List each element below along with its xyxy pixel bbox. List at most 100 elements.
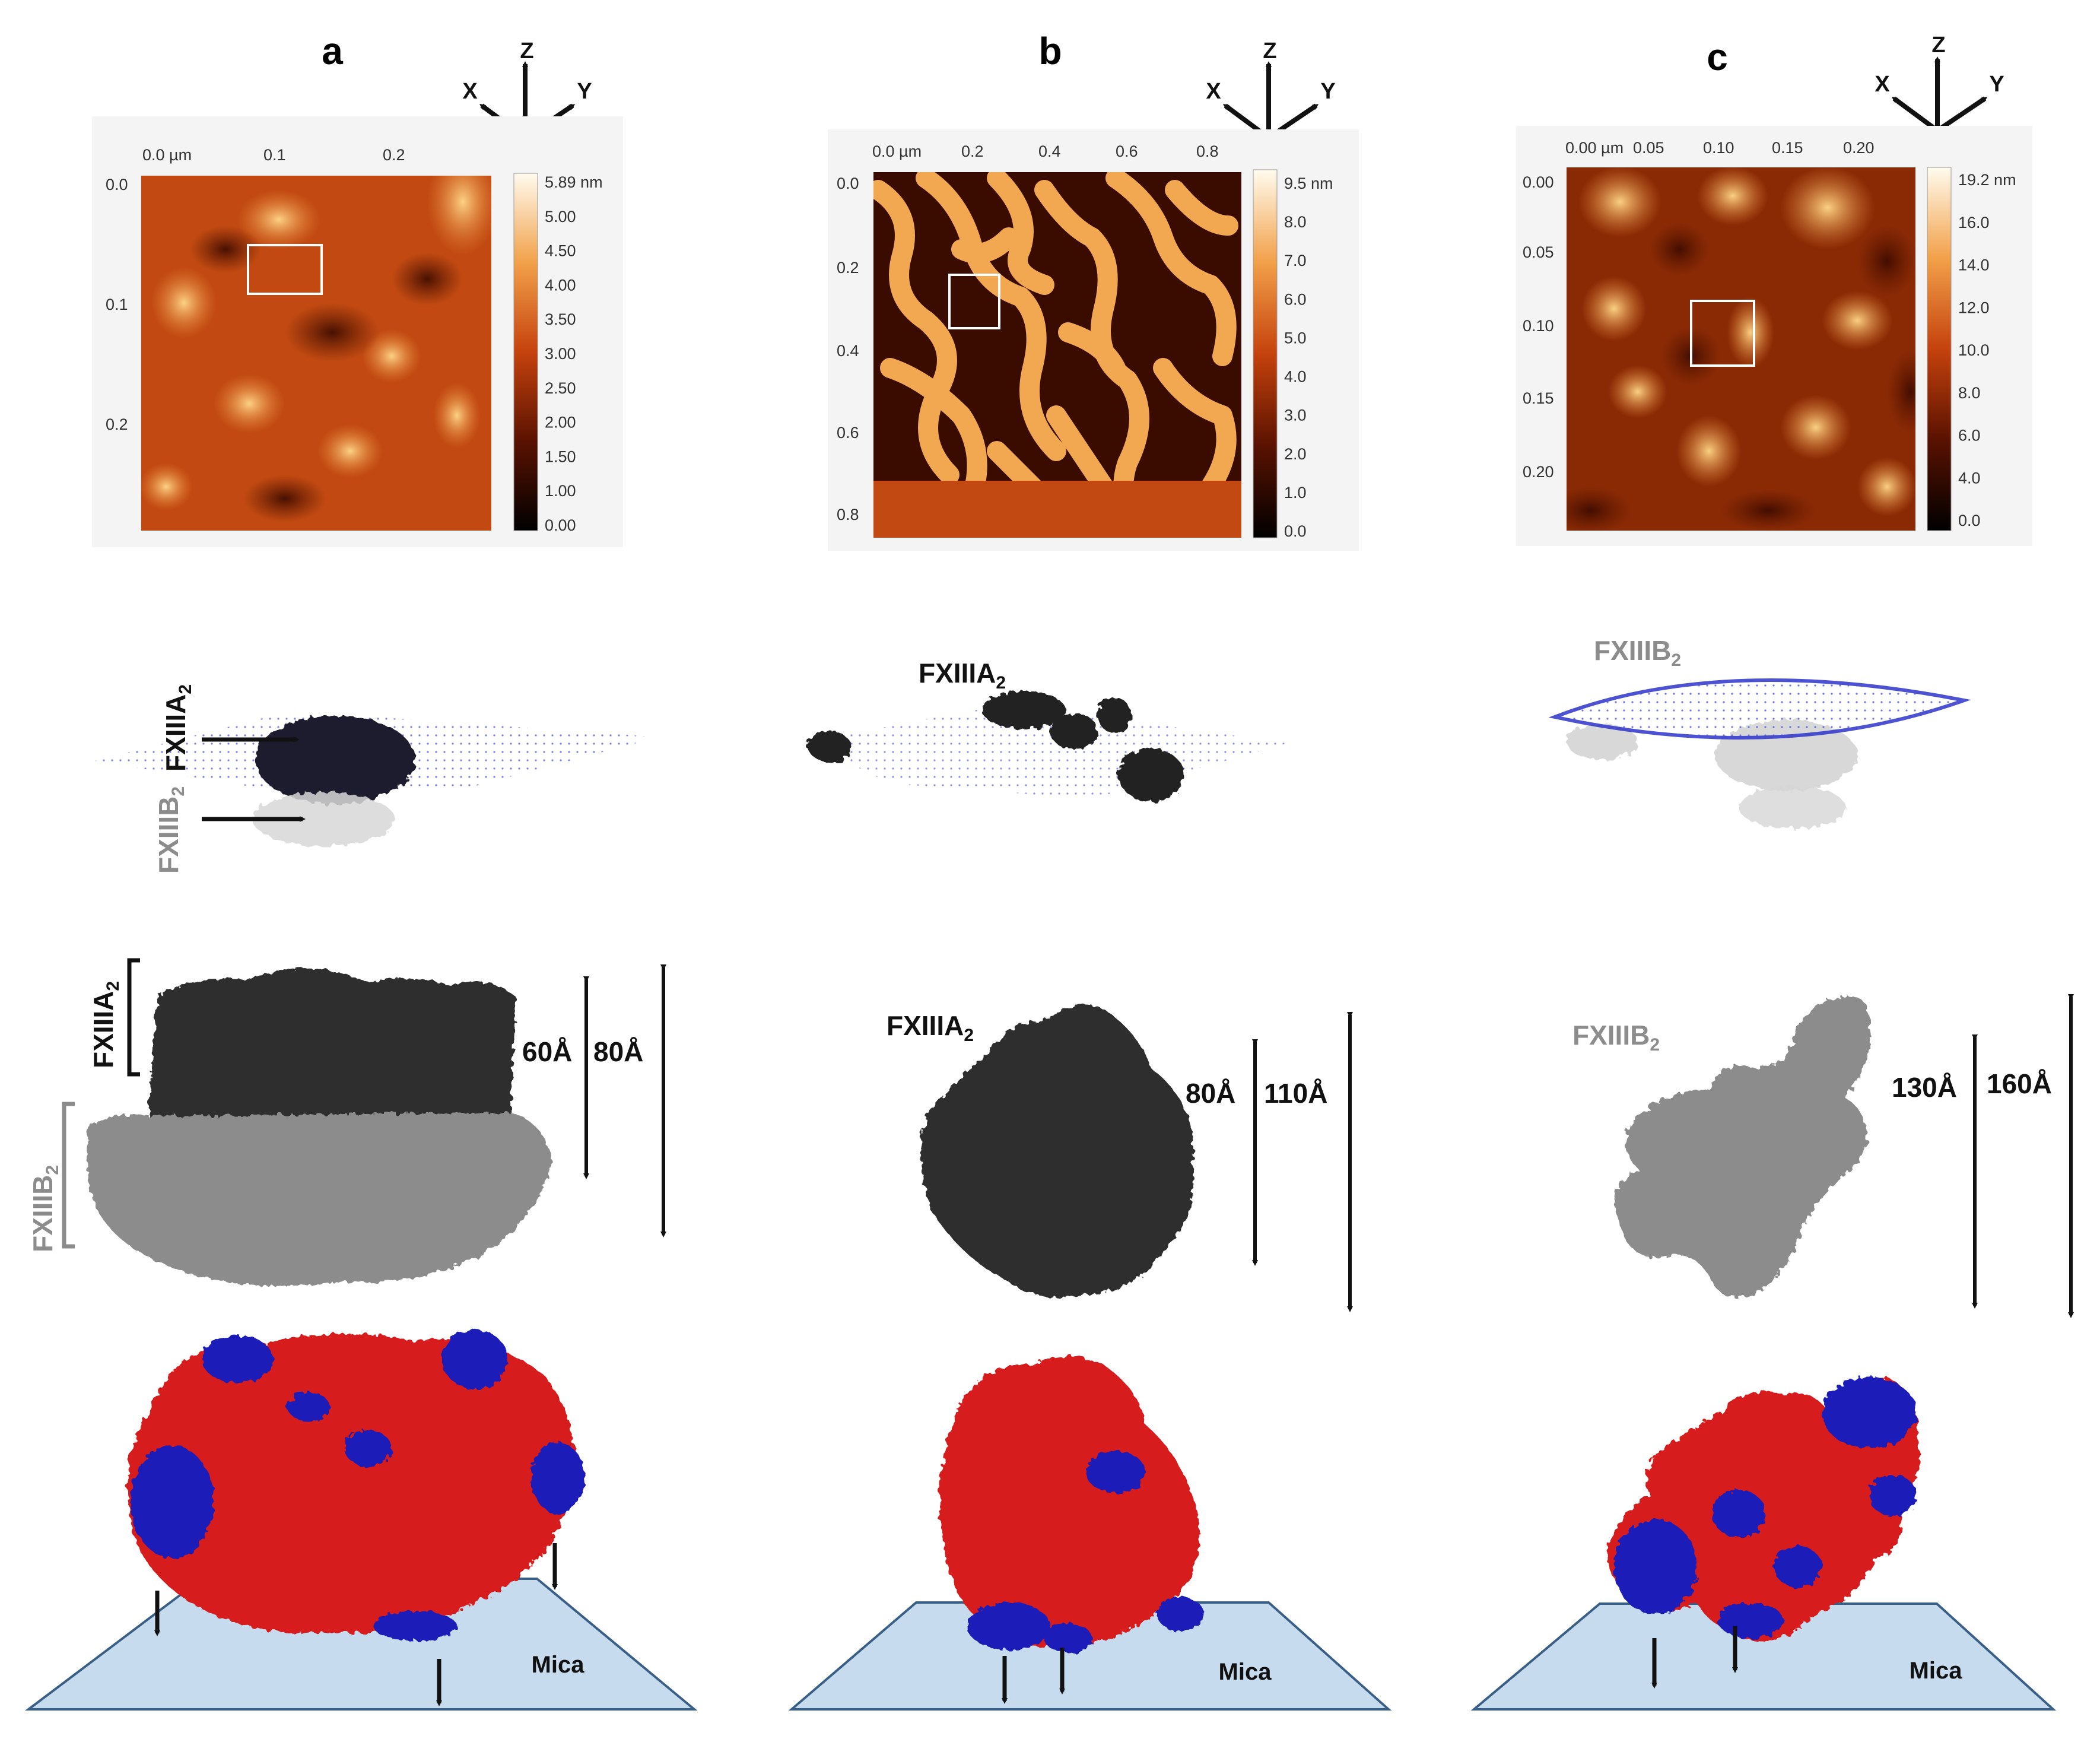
colorbar-tick: 2.0 — [1284, 445, 1307, 463]
dimension-label-a-0: 60Å — [522, 1036, 572, 1067]
panel-b: b Z X Y — [788, 30, 1392, 1711]
dimension-label-c-1: 160Å — [1987, 1068, 2052, 1099]
afm-b-xtick-2: 0.4 — [1038, 142, 1061, 160]
electrostatic-structure-a — [127, 1329, 584, 1641]
afm-c-ytick-2: 0.10 — [1523, 317, 1554, 335]
afm-c-xtick-3: 0.15 — [1772, 139, 1803, 157]
panel-letter-a: a — [322, 30, 343, 72]
axis-z-label: Z — [1931, 33, 1945, 58]
colorbar-tick: 4.00 — [545, 276, 576, 294]
model-label-a-top: FXIIIA2 — [160, 684, 195, 772]
mica-label-a: Mica — [532, 1652, 585, 1678]
afm-c-ytick-1: 0.05 — [1523, 243, 1554, 261]
colorbar-tick: 8.0 — [1958, 384, 1981, 402]
bracket-a-bottom — [62, 1102, 75, 1249]
structure-b — [921, 1005, 1194, 1298]
dimension-label-b-0: 80Å — [1186, 1078, 1235, 1109]
panel-a: a Z X Y — [25, 30, 698, 1711]
colorbar-tick: 4.0 — [1958, 469, 1981, 487]
dimension-label-b-1: 110Å — [1264, 1078, 1327, 1109]
selection-box-a — [247, 244, 323, 295]
axis-x-label: X — [1875, 72, 1890, 97]
colorbar-tick: 5.00 — [545, 208, 576, 226]
afm-c-xtick-2: 0.10 — [1703, 139, 1734, 157]
axis-y-label: Y — [1320, 79, 1335, 104]
colorbar-tick: 2.50 — [545, 379, 576, 397]
afm-image-a — [141, 176, 491, 531]
axis-x-label: X — [462, 79, 478, 104]
colorbar-tick: 1.50 — [545, 448, 576, 465]
afm-b-xtick-1: 0.2 — [961, 142, 984, 160]
colorbar-tick: 16.0 — [1958, 214, 1990, 231]
afm-a-xtick-0: 0.0 µm — [142, 146, 192, 164]
afm-b-xtick-3: 0.6 — [1116, 142, 1138, 160]
afm-b-xtick-0: 0.0 µm — [872, 142, 922, 160]
colorbar-tick: 3.00 — [545, 345, 576, 363]
structure-label-c-top: FXIIIB2 — [1572, 1020, 1660, 1055]
dimension-arrows-c — [1972, 994, 2074, 1318]
colorbar-tick: 3.50 — [545, 310, 576, 328]
afm-a-xtick-2: 0.2 — [383, 146, 405, 164]
axis-z-label: Z — [520, 39, 533, 64]
structure-label-a-bottom: FXIIIB2 — [27, 1165, 62, 1252]
dimension-arrows-b — [1252, 1012, 1353, 1312]
panel-letter-b: b — [1038, 30, 1062, 72]
colorbar-tick: 9.5 nm — [1284, 174, 1333, 192]
colorbar-tick: 0.0 — [1284, 522, 1307, 540]
colorbar-c: 19.2 nm 16.0 14.0 12.0 10.0 8.0 6.0 4.0 0.0 — [1927, 167, 2016, 531]
afm-c-xtick-1: 0.05 — [1633, 139, 1664, 157]
attachment-arrows-a — [154, 1543, 558, 1706]
colorbar-tick: 1.0 — [1284, 484, 1307, 502]
colorbar-tick: 6.0 — [1284, 290, 1307, 308]
structure-label-b-top: FXIIIA2 — [887, 1010, 974, 1045]
colorbar-tick: 8.0 — [1284, 213, 1307, 231]
afm-a-ytick-2: 0.2 — [106, 415, 128, 433]
attachment-arrows-c — [1651, 1626, 1738, 1689]
model-label-b-top: FXIIIA2 — [919, 658, 1006, 693]
colorbar-b: 9.5 nm 8.0 7.0 6.0 5.0 4.0 3.0 2.0 1.0 0.0 — [1253, 169, 1333, 540]
colorbar-tick: 2.00 — [545, 414, 576, 431]
colorbar-tick: 1.00 — [545, 482, 576, 500]
mica-label-c: Mica — [1910, 1658, 1963, 1684]
colorbar-tick: 0.0 — [1958, 512, 1981, 529]
colorbar-tick: 14.0 — [1958, 256, 1990, 274]
axis-y-label: Y — [577, 79, 592, 104]
model-label-c-top: FXIIIB2 — [1594, 635, 1681, 670]
axis-z-label: Z — [1263, 39, 1276, 64]
afm-a-ytick-1: 0.1 — [106, 296, 128, 313]
afm-b-ytick-0: 0.0 — [837, 174, 859, 192]
colorbar-tick: 12.0 — [1958, 299, 1990, 316]
afm-b-ytick-3: 0.6 — [837, 424, 859, 442]
selection-box-c — [1690, 300, 1755, 367]
afm-c-ytick-3: 0.15 — [1523, 389, 1554, 407]
afm-c-xtick-0: 0.00 µm — [1565, 139, 1624, 157]
colorbar-tick: 4.0 — [1284, 368, 1307, 386]
mica-surface-a — [25, 1578, 698, 1711]
panel-letter-c: c — [1707, 36, 1728, 78]
colorbar-tick: 0.00 — [545, 516, 576, 534]
afm-image-c — [1567, 167, 1915, 531]
dimension-arrows-a — [583, 964, 666, 1237]
colorbar-tick: 4.50 — [545, 242, 576, 260]
afm-c-ytick-0: 0.00 — [1523, 173, 1554, 191]
afm-b-ytick-4: 0.8 — [837, 506, 859, 523]
dimension-label-a-1: 80Å — [593, 1036, 643, 1067]
colorbar-a: 5.89 nm 5.00 4.50 4.00 3.50 3.00 2.50 2.00 1.50 1… — [513, 173, 603, 534]
colorbar-tick: 10.0 — [1958, 341, 1990, 359]
structure-label-a-top: FXIIIA2 — [88, 981, 123, 1068]
structure-a — [87, 968, 552, 1286]
colorbar-tick: 7.0 — [1284, 252, 1307, 269]
mica-label-b: Mica — [1219, 1659, 1272, 1685]
selection-box-b — [948, 274, 1000, 329]
model-label-a-bottom: FXIIIB2 — [153, 786, 188, 874]
axis-y-label: Y — [1989, 72, 2004, 97]
axes-triad-b: Z X Y — [1206, 39, 1336, 140]
panel-c: c Z X Y — [1470, 33, 2074, 1711]
dimension-label-c-0: 130Å — [1892, 1072, 1957, 1103]
attachment-arrows-b — [1002, 1648, 1065, 1704]
axis-x-label: X — [1206, 79, 1221, 104]
afm-b-ytick-1: 0.2 — [837, 259, 859, 277]
colorbar-tick: 3.0 — [1284, 407, 1307, 424]
colorbar-tick: 5.89 nm — [545, 173, 603, 191]
